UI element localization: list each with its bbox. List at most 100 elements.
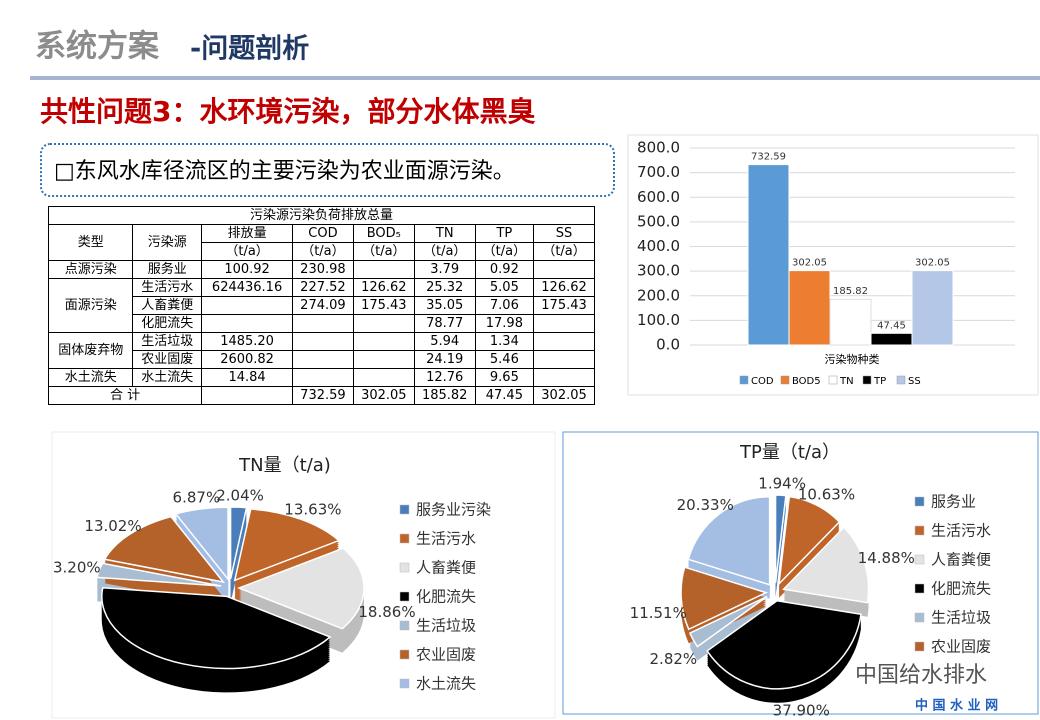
table-cell: 7.06 xyxy=(474,296,535,315)
table-cell xyxy=(352,314,415,333)
table-cell: 服务业 xyxy=(132,260,203,279)
slice-label: 13.63% xyxy=(284,500,341,518)
table-cell xyxy=(533,332,595,351)
data-label: 732.59 xyxy=(751,152,786,163)
slice xyxy=(233,508,341,582)
legend-swatch xyxy=(399,620,410,631)
legend-label: 服务业 xyxy=(931,493,976,511)
table-cell: 126.62 xyxy=(352,278,415,297)
legend-label: 人畜粪便 xyxy=(931,551,991,569)
table-cell: 227.52 xyxy=(291,278,354,297)
slice xyxy=(680,566,769,631)
table-cell: 175.43 xyxy=(533,296,595,315)
table-cell: 排放量 xyxy=(201,224,293,243)
data-label: 302.05 xyxy=(915,258,950,269)
y-tick-label: 400.0 xyxy=(637,237,680,255)
table-cell xyxy=(201,386,293,405)
table-cell: 9.65 xyxy=(474,368,535,387)
table-cell: 生活污水 xyxy=(132,278,203,297)
table-cell: （t/a） xyxy=(474,242,535,261)
table-cell xyxy=(291,314,354,333)
table-cell: 47.45 xyxy=(474,386,535,405)
table-cell: 水土流失 xyxy=(47,368,134,387)
legend-label: 生活污水 xyxy=(931,522,991,540)
table-cell: 17.98 xyxy=(474,314,535,333)
legend-swatch xyxy=(914,554,925,565)
table-cell: TP xyxy=(474,224,535,243)
watermark: 中国给水排水 xyxy=(855,663,987,688)
table-cell: 生活垃圾 xyxy=(132,332,203,351)
legend-swatch xyxy=(399,678,410,689)
table-cell xyxy=(533,368,595,387)
legend-swatch xyxy=(862,375,872,385)
table-cell: 点源污染 xyxy=(47,260,134,279)
bullet: □东风水库径流区的主要污染为农业面源污染。 xyxy=(40,143,615,197)
y-tick-label: 0.0 xyxy=(656,336,680,354)
table-row: （t/a） （t/a） （t/a） （t/a） （t/a） （t/a） xyxy=(49,242,595,261)
data-label: 47.45 xyxy=(877,320,906,331)
table-cell xyxy=(291,368,354,387)
table-cell: 185.82 xyxy=(413,386,476,405)
slice xyxy=(782,526,870,604)
table-cell: 合 计 xyxy=(47,386,203,405)
table-cell xyxy=(291,332,354,351)
slice-label: 6.87% xyxy=(173,489,221,507)
table-cell: 人畜粪便 xyxy=(132,296,203,315)
legend-label: BOD5 xyxy=(792,376,821,387)
x-axis-label: 污染物种类 xyxy=(825,352,880,366)
slice xyxy=(706,599,862,690)
slice-label: 11.51% xyxy=(630,604,687,622)
table-cell: 1.34 xyxy=(474,332,535,351)
slice xyxy=(688,595,768,648)
slice-label: 18.86% xyxy=(358,603,415,621)
table-cell: 624436.16 xyxy=(201,278,293,297)
table-row: 面源污染 生活污水 624436.16 227.52 126.62 25.32 5.05 12… xyxy=(47,278,595,333)
slice-label: 2.82% xyxy=(650,650,698,668)
slice xyxy=(236,547,365,630)
table-row: 农业固废 2600.82 24.19 5.46 xyxy=(49,350,595,369)
table-cell xyxy=(352,332,415,351)
table-cell: 污染源污染负荷排放总量 xyxy=(48,206,595,225)
table-cell: 3.79 xyxy=(413,260,476,279)
legend-swatch xyxy=(896,375,906,385)
legend-label: 农业固废 xyxy=(416,646,476,664)
y-tick-label: 800.0 xyxy=(637,139,680,157)
table-cell xyxy=(291,350,354,369)
legend-swatch xyxy=(399,533,410,544)
table-cell xyxy=(352,260,415,279)
bar xyxy=(911,270,954,346)
table-row: 污染源污染负荷排放总量 xyxy=(48,206,595,225)
table-cell: 732.59 xyxy=(291,386,354,405)
y-tick-label: 500.0 xyxy=(637,212,680,230)
y-tick-label: 100.0 xyxy=(637,311,680,329)
table-cell xyxy=(201,296,293,315)
pie-title: TN量（t/a) xyxy=(238,455,331,476)
table-cell: 302.05 xyxy=(352,386,415,405)
legend-swatch xyxy=(914,641,925,652)
slice xyxy=(96,562,222,587)
headline: 共性问题3：水环境污染，部分水体黑臭 xyxy=(40,95,536,128)
table-cell: 5.46 xyxy=(474,350,535,369)
legend-label: TN xyxy=(839,376,854,387)
slice xyxy=(103,515,226,584)
bar xyxy=(870,332,913,346)
slice-label: 14.88% xyxy=(858,549,915,567)
y-tick-label: 300.0 xyxy=(637,262,680,280)
tp-frame xyxy=(562,431,1039,715)
title-gray: 系统方案 xyxy=(35,29,160,65)
bar xyxy=(747,164,790,346)
slice-label: 20.33% xyxy=(677,496,734,514)
table-cell: 274.09 xyxy=(291,296,354,315)
table-cell: 5.05 xyxy=(474,278,535,297)
legend-swatch xyxy=(780,375,790,385)
data-label: 185.82 xyxy=(833,286,868,297)
table-cell xyxy=(533,260,595,279)
legend-swatch xyxy=(399,504,410,515)
table-cell xyxy=(352,368,415,387)
table-cell: 25.32 xyxy=(413,278,476,297)
table-cell: 化肥流失 xyxy=(132,314,203,333)
legend-label: 水土流失 xyxy=(416,675,476,693)
table-cell: 78.77 xyxy=(413,314,476,333)
bar xyxy=(788,270,831,346)
table-cell: 面源污染 xyxy=(47,278,134,333)
